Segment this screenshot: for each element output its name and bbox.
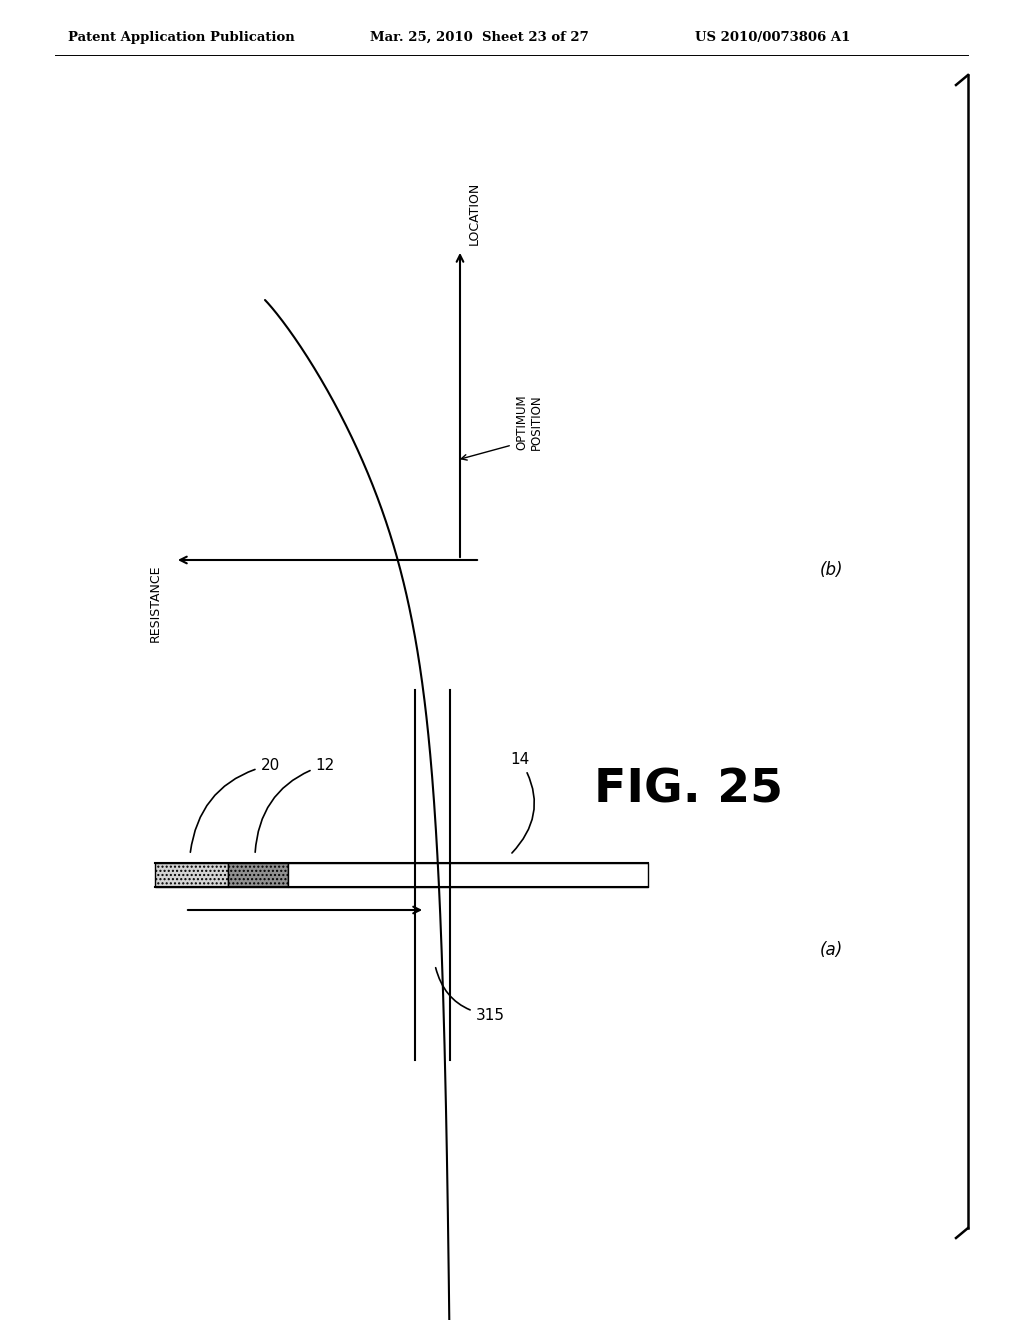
Text: OPTIMUM
POSITION: OPTIMUM POSITION	[515, 395, 543, 450]
Text: Patent Application Publication: Patent Application Publication	[68, 30, 295, 44]
Text: 14: 14	[510, 752, 535, 853]
Text: 20: 20	[190, 758, 280, 853]
Bar	[288, 863, 648, 887]
Bar	[228, 863, 288, 887]
Text: (b): (b)	[820, 561, 844, 579]
Text: LOCATION: LOCATION	[468, 182, 481, 246]
Text: FIG. 25: FIG. 25	[594, 767, 782, 813]
Bar	[155, 863, 228, 887]
Text: (a): (a)	[820, 941, 843, 960]
Text: 315: 315	[435, 968, 505, 1023]
Text: Mar. 25, 2010  Sheet 23 of 27: Mar. 25, 2010 Sheet 23 of 27	[370, 30, 589, 44]
Text: 12: 12	[255, 758, 335, 853]
Text: RESISTANCE: RESISTANCE	[150, 565, 162, 643]
Text: US 2010/0073806 A1: US 2010/0073806 A1	[695, 30, 850, 44]
